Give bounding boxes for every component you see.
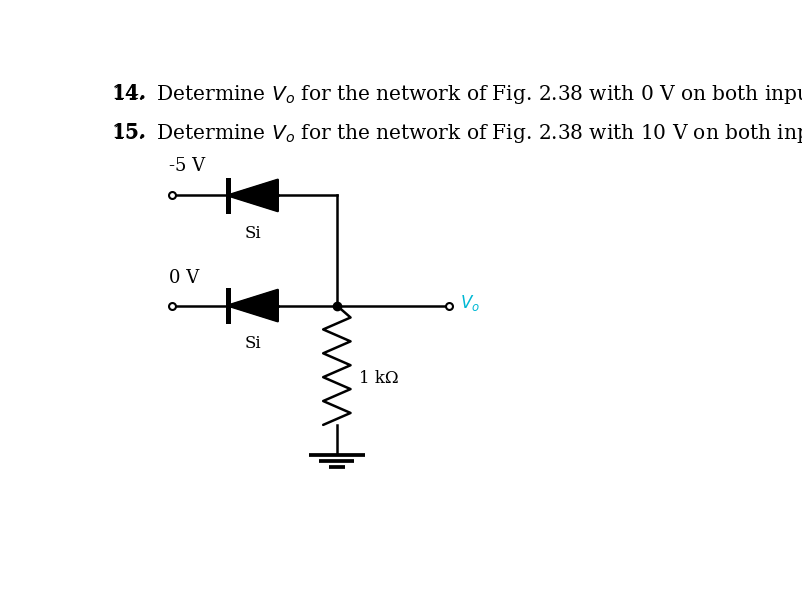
Text: 1 kΩ: 1 kΩ xyxy=(358,371,398,387)
Text: 14.  Determine $V_o$ for the network of Fig. 2.38 with 0 V on both inputs.: 14. Determine $V_o$ for the network of F… xyxy=(111,83,802,106)
Text: 0 V: 0 V xyxy=(168,269,199,287)
Text: Si: Si xyxy=(245,336,261,352)
Text: 15.  Determine $V_o$ for the network of Fig. 2.38 with 10 V on both inputs.: 15. Determine $V_o$ for the network of F… xyxy=(111,122,802,145)
Text: Si: Si xyxy=(245,225,261,242)
Polygon shape xyxy=(228,180,277,211)
Text: -5 V: -5 V xyxy=(168,157,205,175)
Text: $V_o$: $V_o$ xyxy=(460,293,480,313)
Text: 15.: 15. xyxy=(111,122,147,142)
Text: 14.: 14. xyxy=(111,83,147,103)
Polygon shape xyxy=(228,290,277,321)
